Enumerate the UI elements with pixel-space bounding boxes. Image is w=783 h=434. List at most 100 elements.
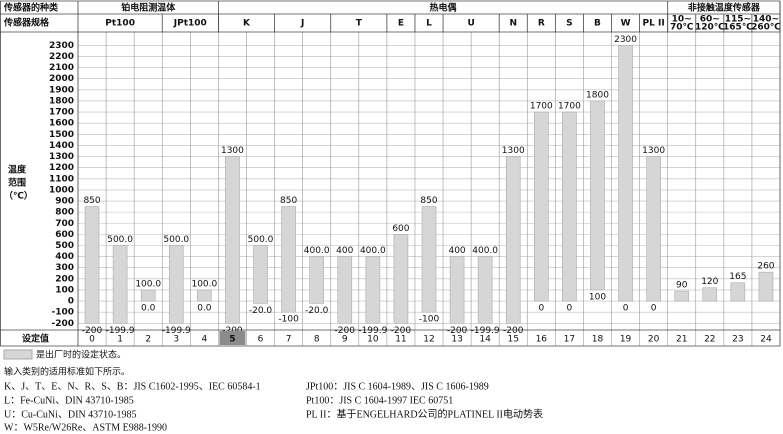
range-bar: [197, 289, 212, 302]
high-label: 1300: [502, 146, 525, 156]
y-tick-label: 1300: [49, 152, 74, 162]
note: W：W5Re/W26Re、ASTM E988-1990: [4, 422, 167, 433]
high-label: 400.0: [472, 246, 498, 256]
high-label: 165: [729, 272, 746, 282]
range-bar: [168, 245, 184, 324]
low-label: 0: [651, 304, 657, 314]
high-label: 850: [280, 196, 297, 206]
low-label: 0: [567, 304, 573, 314]
x-tick-label: 11: [395, 335, 406, 345]
spec-header: R: [538, 19, 545, 29]
y-tick-label: -200: [51, 319, 74, 329]
range-bar: [112, 245, 128, 324]
x-tick-label: 18: [592, 335, 604, 345]
high-label: 400.0: [304, 246, 330, 256]
y-tick-label: 1000: [49, 185, 74, 195]
y-tick-label: 400: [55, 252, 74, 262]
note: L：Fe-CuNi、DIN 43710-1985: [4, 395, 134, 406]
high-label: 500.0: [163, 235, 189, 245]
x-tick-label: 16: [536, 335, 548, 345]
range-bar: [309, 256, 324, 304]
x-tick-label: 17: [564, 335, 575, 345]
low-label: 100: [589, 292, 606, 302]
spec-header: S: [566, 19, 572, 29]
group-header: 铂电阻测温体: [121, 2, 176, 14]
low-label: 0: [623, 304, 629, 314]
x-tick-label: 12: [423, 335, 434, 345]
spec-header: Pt100: [105, 19, 135, 29]
note: U：Cu-CuNi、DIN 43710-1985: [4, 409, 137, 420]
y-tick-label: 1600: [49, 119, 74, 129]
x-tick-label: 19: [620, 335, 632, 345]
high-label: 260: [757, 262, 774, 272]
range-bar: [337, 256, 353, 324]
y-tick-label: 1100: [49, 174, 74, 184]
spec-header: L: [426, 19, 432, 29]
range-bar: [225, 156, 240, 324]
y-tick-label: 2100: [49, 63, 74, 73]
note: 是出厂时的设定状态。: [36, 349, 126, 361]
high-label: 500.0: [107, 235, 133, 245]
high-label: 500.0: [248, 235, 274, 245]
row-label: 传感器的种类: [3, 2, 59, 14]
spec-header: 120℃: [695, 23, 725, 33]
high-label: 1700: [530, 102, 553, 112]
range-bar: [562, 111, 577, 302]
high-label: 850: [420, 196, 437, 206]
x-tick-label: 4: [201, 335, 207, 345]
y-tick-label: 1500: [49, 130, 74, 140]
range-bar: [84, 206, 100, 324]
y-tick-label: 900: [55, 197, 74, 207]
range-bar: [674, 290, 690, 302]
low-label: -200: [222, 326, 243, 336]
spec-header: B: [594, 19, 601, 29]
spec-header: 165℃: [723, 23, 753, 33]
y-axis-label: 范围: [8, 177, 26, 189]
x-tick-label: 14: [479, 335, 491, 345]
low-label: -20.0: [249, 306, 273, 316]
high-label: 400: [448, 246, 465, 256]
x-tick-label: 22: [704, 335, 715, 345]
x-tick-label: 7: [286, 335, 292, 345]
note: 输入类别的适用标准如下所示。: [4, 366, 130, 378]
range-bar: [646, 156, 661, 302]
spec-header: 260℃: [751, 23, 781, 33]
spec-header: T: [356, 19, 363, 29]
low-label: 0.0: [197, 304, 212, 314]
x-tick-label: 0: [89, 335, 95, 345]
high-label: 100.0: [135, 279, 161, 289]
low-label: 0.0: [141, 304, 156, 314]
highlight-cell: [219, 331, 246, 345]
note: K、J、T、E、N、R、S、B：JIS C1602-1995、IEC 60584…: [4, 381, 261, 392]
x-tick-label: 15: [508, 335, 519, 345]
y-tick-label: 100: [55, 285, 74, 295]
high-label: 1700: [558, 102, 581, 112]
y-axis-label: 温度: [8, 164, 27, 176]
x-tick-label: 8: [314, 335, 320, 345]
range-bar: [702, 287, 718, 302]
high-label: 2300: [614, 35, 637, 45]
x-tick-label: 10: [367, 335, 379, 345]
x-tick-label: 5: [229, 335, 235, 345]
x-tick-label: 20: [648, 335, 660, 345]
low-label: -200: [503, 326, 524, 336]
y-axis-label: （℃）: [4, 191, 33, 202]
y-tick-label: 2300: [49, 41, 74, 51]
note: JPt100：JIS C 1604-1989、JIS C 1606-1989: [306, 381, 489, 392]
y-tick-label: -100: [51, 308, 74, 318]
range-bar: [281, 206, 296, 313]
x-tick-label: 9: [342, 335, 348, 345]
high-label: 1300: [221, 146, 244, 156]
x-tick-label: 6: [258, 335, 264, 345]
range-bar: [140, 289, 156, 302]
y-tick-label: 1800: [49, 96, 74, 106]
y-tick-label: 1200: [49, 163, 74, 173]
y-tick-label: 700: [55, 219, 74, 229]
high-label: 1800: [586, 90, 609, 100]
low-label: -199.9: [106, 326, 135, 336]
range-bar: [253, 245, 268, 304]
y-tick-label: 300: [55, 263, 74, 273]
y-tick-label: 1400: [49, 141, 74, 151]
x-tick-label: 1: [117, 335, 123, 345]
